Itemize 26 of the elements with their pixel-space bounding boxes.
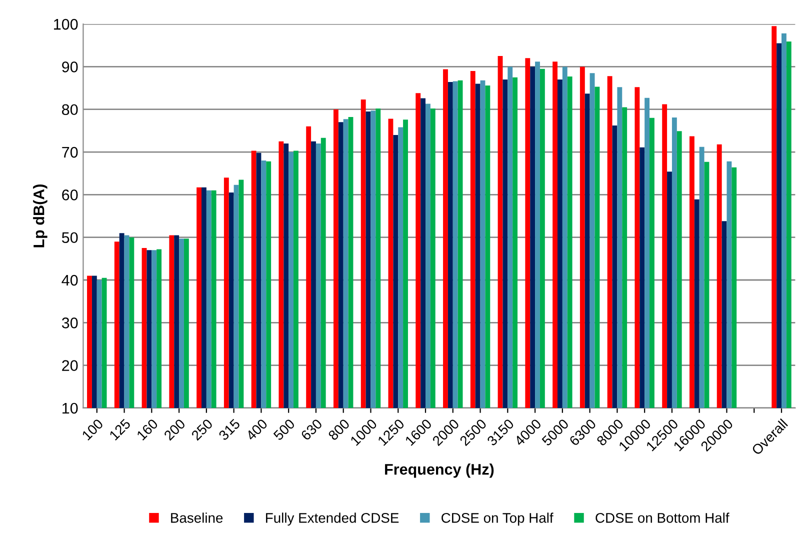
x-tick-label: 125 xyxy=(108,418,132,441)
y-tick-label: 50 xyxy=(62,232,78,244)
x-axis-title: Frequency (Hz) xyxy=(385,464,494,478)
x-tick-label: 200 xyxy=(163,418,186,441)
x-tick-label: 800 xyxy=(328,418,350,441)
y-axis-title: Lp dB(A) xyxy=(33,184,48,248)
y-tick-label: 10 xyxy=(62,402,78,414)
y-tick-label: 100 xyxy=(54,18,78,30)
x-tick-label: 100 xyxy=(82,418,104,441)
x-tick-label: 160 xyxy=(136,418,158,441)
y-tick-label: 20 xyxy=(62,360,78,371)
y-tick-label: 40 xyxy=(62,274,78,286)
y-tick-label: 90 xyxy=(62,62,78,72)
x-tick-label: 500 xyxy=(272,418,296,441)
y-tick-label: 70 xyxy=(62,146,78,158)
legend-label: CDSE on Top Half xyxy=(442,512,554,526)
legend-label: CDSE on Bottom Half xyxy=(596,512,730,523)
x-tick-label: 630 xyxy=(300,418,323,441)
y-tick-label: 30 xyxy=(62,318,78,328)
x-tick-label: 400 xyxy=(245,418,268,442)
legend-label: Fully Extended CDSE xyxy=(266,512,399,526)
x-tick-label: 250 xyxy=(190,418,214,441)
x-tick-label: 315 xyxy=(218,418,241,441)
y-tick-label: 60 xyxy=(62,190,78,200)
legend-label: Baseline xyxy=(171,512,223,523)
y-tick-label: 80 xyxy=(62,104,78,116)
